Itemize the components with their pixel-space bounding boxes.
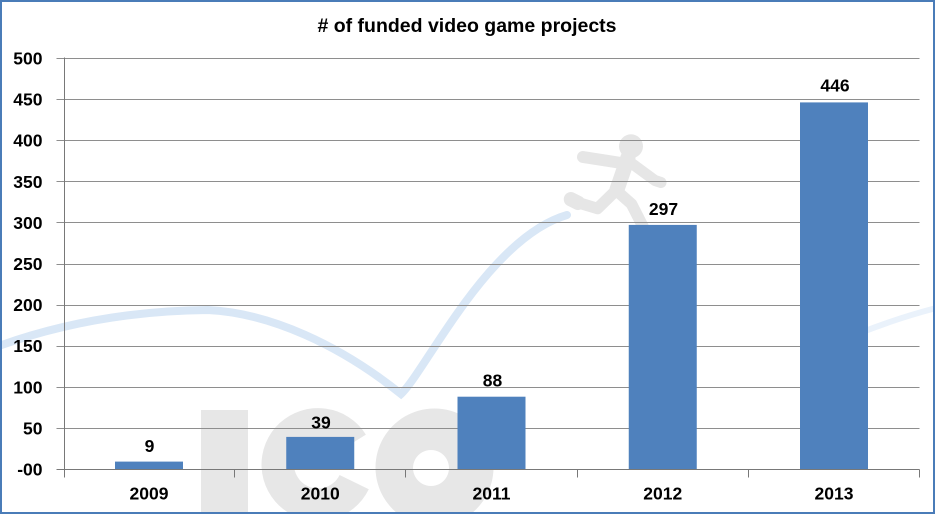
svg-text:300: 300 — [13, 213, 42, 233]
svg-text:2009: 2009 — [130, 484, 169, 504]
svg-text:450: 450 — [13, 90, 42, 110]
svg-text:# of funded video game project: # of funded video game projects — [317, 15, 616, 37]
svg-text:50: 50 — [23, 418, 43, 438]
svg-text:39: 39 — [311, 413, 331, 433]
svg-text:446: 446 — [820, 75, 849, 95]
svg-text:150: 150 — [13, 336, 42, 356]
svg-text:2013: 2013 — [815, 484, 854, 504]
svg-text:297: 297 — [649, 199, 678, 219]
svg-text:400: 400 — [13, 131, 42, 151]
svg-text:2012: 2012 — [643, 484, 682, 504]
svg-text:2011: 2011 — [473, 484, 511, 504]
svg-text:200: 200 — [13, 295, 42, 315]
svg-text:88: 88 — [483, 371, 503, 391]
svg-text:-00: -00 — [17, 460, 43, 480]
svg-text:9: 9 — [145, 436, 155, 456]
svg-text:350: 350 — [13, 172, 42, 192]
svg-text:2010: 2010 — [301, 484, 340, 504]
svg-text:500: 500 — [13, 49, 42, 69]
svg-text:250: 250 — [13, 254, 42, 274]
svg-text:100: 100 — [13, 377, 42, 397]
